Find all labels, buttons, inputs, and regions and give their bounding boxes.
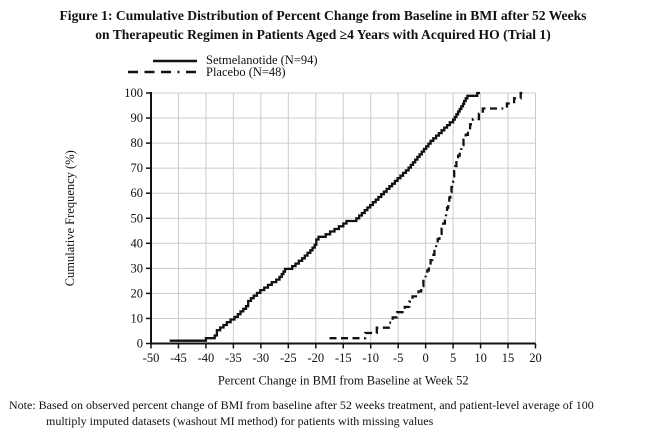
legend-item-placebo: Placebo (N=48) xyxy=(127,64,318,79)
y-tick-label: 90 xyxy=(131,111,144,125)
y-tick-label: 0 xyxy=(137,337,143,351)
y-tick-label: 60 xyxy=(131,186,144,200)
x-tick-label: 10 xyxy=(474,351,487,365)
x-tick-label: 20 xyxy=(529,351,542,365)
figure-title-line-1: Figure 1: Cumulative Distribution of Per… xyxy=(59,8,587,23)
x-tick-label: -25 xyxy=(280,351,297,365)
x-tick-label: -50 xyxy=(143,351,160,365)
x-tick-label: -15 xyxy=(335,351,352,365)
y-tick-label: 20 xyxy=(131,286,144,300)
y-tick-label: 100 xyxy=(124,86,143,100)
y-tick-label: 70 xyxy=(131,161,144,175)
x-axis-title: Percent Change in BMI from Baseline at W… xyxy=(218,374,469,388)
x-tick-label: -30 xyxy=(253,351,270,365)
x-tick-label: -45 xyxy=(170,351,187,365)
x-tick-label: -5 xyxy=(393,351,403,365)
x-tick-label: -20 xyxy=(307,351,324,365)
y-tick-label: 30 xyxy=(131,261,144,275)
dashed-line-icon xyxy=(128,70,197,74)
figure-title: Figure 1: Cumulative Distribution of Per… xyxy=(0,6,646,44)
series-curve-setmelanotide xyxy=(169,91,480,342)
x-tick-label: -35 xyxy=(225,351,242,365)
legend-label-placebo: Placebo (N=48) xyxy=(206,64,286,79)
figure-note: Note: Based on observed percent change o… xyxy=(9,398,639,429)
note-line-1: Based on observed percent change of BMI … xyxy=(38,398,594,412)
y-tick-label: 80 xyxy=(131,136,144,150)
x-tick-label: 15 xyxy=(502,351,515,365)
note-line-2: multiply imputed datasets (washout MI me… xyxy=(46,413,434,428)
y-tick-label: 40 xyxy=(131,236,144,250)
solid-line-icon xyxy=(153,59,197,63)
series-curve-placebo xyxy=(329,91,524,340)
figure-title-line-2: on Therapeutic Regimen in Patients Aged … xyxy=(95,27,551,42)
chart-legend: Setmelanotide (N=94) Placebo (N=48) xyxy=(127,53,318,79)
y-tick-label: 50 xyxy=(131,211,144,225)
legend-item-setmelanotide: Setmelanotide (N=94) xyxy=(127,53,318,68)
note-prefix: Note: xyxy=(9,398,36,412)
x-tick-label: 0 xyxy=(423,351,429,365)
legend-label-setmelanotide: Setmelanotide (N=94) xyxy=(206,53,318,68)
x-tick-label: -40 xyxy=(198,351,215,365)
y-tick-label: 10 xyxy=(131,311,144,325)
x-tick-label: 5 xyxy=(450,351,456,365)
y-axis-title: Cumulative Frequency (%) xyxy=(63,150,77,286)
x-tick-label: -10 xyxy=(362,351,379,365)
